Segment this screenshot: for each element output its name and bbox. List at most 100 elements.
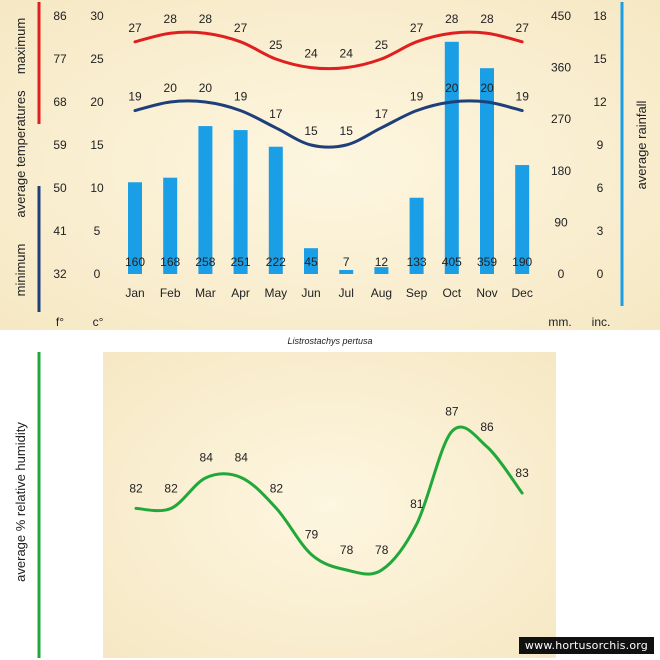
rainfall-value-label: 405: [442, 255, 462, 269]
mm-axis: 0 90 180 270 360 450: [551, 9, 571, 281]
humidity-value-label: 78: [375, 543, 389, 557]
celsius-tick: 30: [90, 9, 104, 23]
inches-tick: 0: [597, 267, 604, 281]
month-label: Jun: [301, 286, 320, 300]
inches-tick: 15: [593, 52, 607, 66]
data-labels: 160 168 258 251 222 45 7 12 133 405 359 190 27 28 28 27…: [125, 12, 533, 269]
minimum-value-label: 20: [164, 81, 178, 95]
minimum-value-label: 15: [340, 124, 354, 138]
month-labels: Jan Feb Mar Apr May Jun Jul Aug Sep Oct Nov Dec: [125, 286, 533, 300]
month-label: Apr: [231, 286, 250, 300]
fahrenheit-tick: 59: [53, 138, 67, 152]
fahrenheit-tick: 77: [53, 52, 67, 66]
left-label-maximum: maximum: [13, 18, 28, 74]
mm-tick: 450: [551, 9, 571, 23]
mm-tick: 90: [554, 215, 568, 229]
rainfall-bar: [480, 68, 494, 274]
maximum-value-label: 25: [269, 38, 283, 52]
maximum-value-label: 28: [480, 12, 494, 26]
unit-label-celsius: c°: [93, 315, 104, 329]
rainfall-bar: [515, 165, 530, 274]
minimum-value-label: 17: [269, 107, 283, 121]
right-label-rainfall: average rainfall: [634, 100, 649, 189]
inches-tick: 9: [597, 138, 604, 152]
humidity-value-label: 84: [200, 451, 214, 465]
humidity-value-label: 82: [129, 481, 143, 495]
rainfall-bar: [198, 126, 213, 274]
rainfall-value-label: 7: [343, 255, 350, 269]
humidity-value-label: 87: [445, 404, 459, 418]
rainfall-value-label: 251: [231, 255, 251, 269]
rainfall-bar: [444, 41, 459, 274]
month-label: Sep: [406, 286, 428, 300]
minimum-value-label: 19: [128, 90, 142, 104]
maximum-value-label: 28: [164, 12, 178, 26]
mm-tick: 180: [551, 164, 571, 178]
celsius-axis: 0 5 10 15 20 25 30: [90, 9, 104, 281]
rainfall-value-label: 12: [375, 255, 389, 269]
maximum-value-label: 25: [375, 38, 389, 52]
unit-label-mm: mm.: [548, 315, 571, 329]
maximum-temperature-line: [133, 30, 524, 71]
celsius-tick: 0: [94, 267, 101, 281]
fahrenheit-tick: 50: [53, 181, 67, 195]
unit-label-inches: inc.: [592, 315, 611, 329]
minimum-value-label: 20: [199, 81, 213, 95]
maximum-value-label: 24: [340, 47, 354, 61]
rainfall-bar: [409, 197, 424, 274]
rainfall-value-label: 258: [195, 255, 215, 269]
minimum-value-label: 17: [375, 107, 389, 121]
inches-tick: 12: [593, 95, 607, 109]
rainfall-value-label: 359: [477, 255, 497, 269]
humidity-value-label: 81: [410, 497, 424, 511]
humidity-chart-panel: [103, 352, 556, 658]
humidity-axis-label: average % relative humidity: [13, 422, 28, 582]
humidity-value-label: 79: [305, 528, 319, 542]
humidity-value-label: 82: [270, 481, 284, 495]
celsius-tick: 5: [94, 224, 101, 238]
rainfall-bars: [128, 41, 530, 274]
maximum-value-label: 28: [445, 12, 459, 26]
inches-tick: 3: [597, 224, 604, 238]
rainfall-value-label: 168: [160, 255, 180, 269]
maximum-value-label: 27: [410, 21, 424, 35]
month-label: May: [264, 286, 287, 300]
fahrenheit-tick: 41: [53, 224, 67, 238]
month-label: Mar: [195, 286, 216, 300]
rainfall-value-label: 190: [512, 255, 532, 269]
rainfall-value-label: 222: [266, 255, 286, 269]
maximum-value-label: 28: [199, 12, 213, 26]
rainfall-bar: [128, 182, 142, 274]
inches-axis: 0 3 6 9 12 15 18: [593, 9, 607, 281]
rainfall-bar: [339, 269, 354, 274]
month-label: Jan: [125, 286, 144, 300]
mm-tick: 360: [551, 61, 571, 75]
humidity-value-label: 84: [235, 451, 249, 465]
month-label: Feb: [160, 286, 181, 300]
inches-tick: 6: [597, 181, 604, 195]
rainfall-value-label: 160: [125, 255, 145, 269]
rainfall-bar: [233, 130, 248, 274]
fahrenheit-tick: 32: [53, 267, 67, 281]
left-label-average-temperatures: average temperatures: [13, 90, 28, 218]
maximum-value-label: 24: [304, 47, 318, 61]
fahrenheit-tick: 86: [53, 9, 67, 23]
mm-tick: 0: [558, 267, 565, 281]
minimum-value-label: 19: [234, 90, 248, 104]
humidity-value-label: 78: [340, 543, 354, 557]
minimum-value-label: 20: [445, 81, 459, 95]
humidity-line: [134, 425, 524, 576]
inches-tick: 18: [593, 9, 607, 23]
rainfall-bar: [304, 248, 318, 274]
month-label: Oct: [442, 286, 461, 300]
humidity-line-group: 82 82 84 84 82 79 78 78 81 87 86 83: [129, 404, 529, 576]
celsius-tick: 20: [90, 95, 104, 109]
humidity-value-label: 83: [515, 466, 529, 480]
month-label: Nov: [476, 286, 497, 300]
unit-label-fahrenheit: f°: [56, 315, 64, 329]
species-caption: Listrostachys pertusa: [287, 336, 372, 346]
month-label: Jul: [339, 286, 354, 300]
fahrenheit-tick: 68: [53, 95, 67, 109]
maximum-value-label: 27: [234, 21, 248, 35]
rainfall-bar: [268, 146, 283, 274]
